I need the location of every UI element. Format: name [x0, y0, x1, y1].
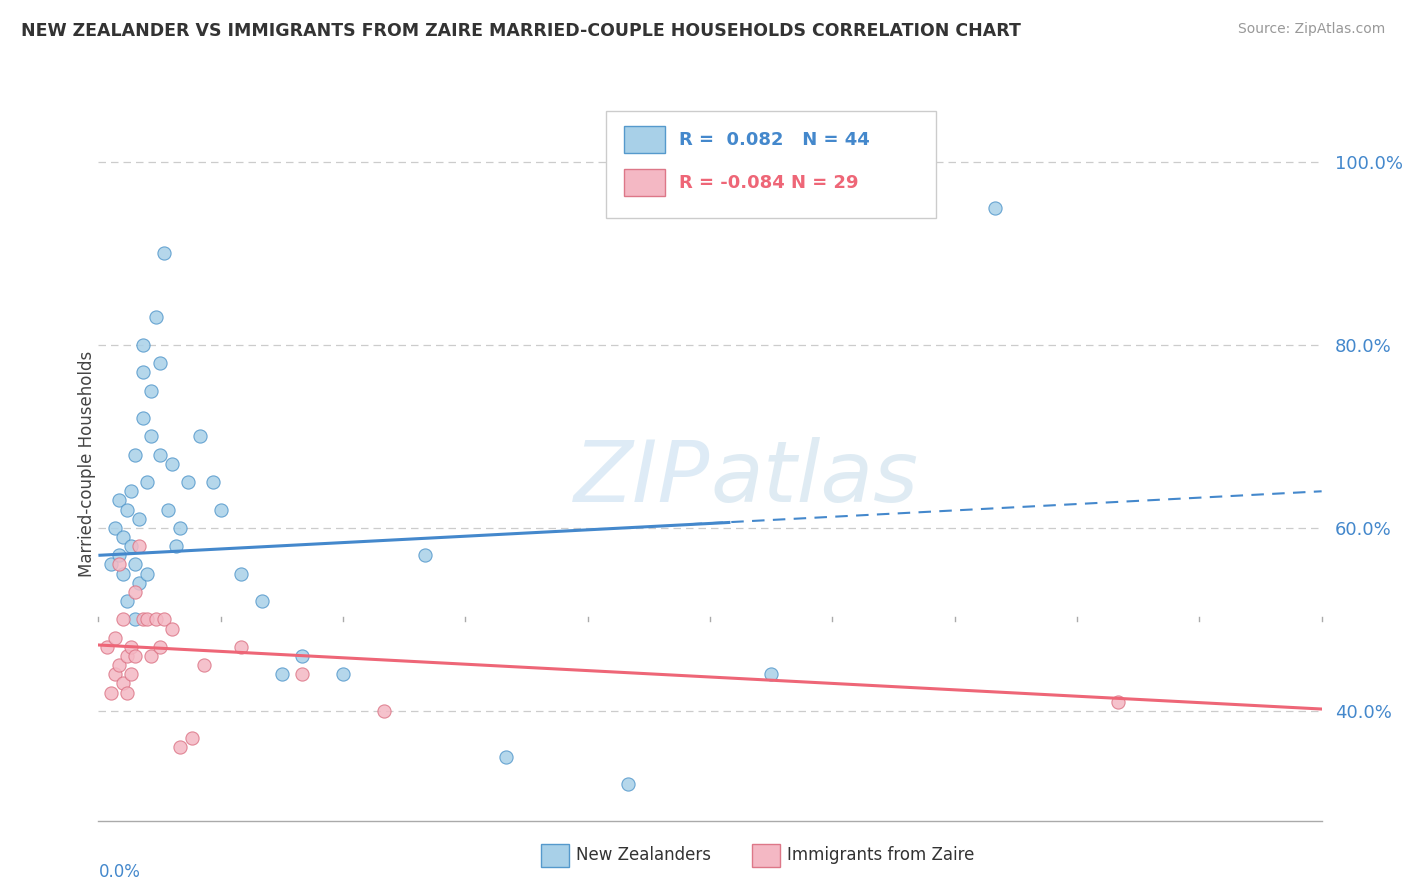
- Point: [145, 310, 167, 325]
- Point: [152, 612, 174, 626]
- Point: [332, 667, 354, 681]
- Point: [291, 648, 314, 663]
- Point: [136, 475, 159, 490]
- Point: [120, 539, 142, 553]
- Point: [413, 549, 436, 563]
- Point: [115, 648, 138, 663]
- Text: NEW ZEALANDER VS IMMIGRANTS FROM ZAIRE MARRIED-COUPLE HOUSEHOLDS CORRELATION CHA: NEW ZEALANDER VS IMMIGRANTS FROM ZAIRE M…: [21, 22, 1021, 40]
- Point: [120, 667, 142, 681]
- Point: [104, 521, 127, 535]
- Point: [128, 575, 150, 590]
- Point: [250, 594, 273, 608]
- Point: [145, 612, 167, 626]
- FancyBboxPatch shape: [624, 169, 665, 196]
- Point: [104, 631, 127, 645]
- Text: Immigrants from Zaire: Immigrants from Zaire: [787, 847, 974, 864]
- Point: [136, 566, 159, 581]
- Point: [111, 566, 134, 581]
- Point: [96, 640, 118, 654]
- Point: [231, 640, 253, 654]
- Point: [149, 448, 172, 462]
- Point: [120, 640, 142, 654]
- Text: R = -0.084 N = 29: R = -0.084 N = 29: [679, 174, 859, 192]
- Point: [132, 612, 155, 626]
- Point: [141, 648, 163, 663]
- Point: [617, 777, 640, 791]
- Point: [141, 429, 163, 443]
- Point: [115, 502, 138, 516]
- Point: [124, 585, 146, 599]
- Point: [209, 502, 232, 516]
- Point: [291, 667, 314, 681]
- Point: [141, 384, 163, 398]
- Point: [104, 667, 127, 681]
- Point: [120, 484, 142, 499]
- Point: [156, 502, 179, 516]
- Point: [111, 612, 134, 626]
- Point: [100, 685, 122, 699]
- Point: [152, 246, 174, 260]
- Point: [108, 558, 131, 572]
- Point: [128, 512, 150, 526]
- Point: [124, 448, 146, 462]
- Point: [1107, 695, 1129, 709]
- Point: [100, 558, 122, 572]
- Point: [111, 530, 134, 544]
- Point: [495, 749, 517, 764]
- Point: [115, 594, 138, 608]
- Point: [373, 704, 395, 718]
- Point: [984, 201, 1007, 215]
- Point: [149, 640, 172, 654]
- Text: Source: ZipAtlas.com: Source: ZipAtlas.com: [1237, 22, 1385, 37]
- Text: New Zealanders: New Zealanders: [576, 847, 711, 864]
- Text: R =  0.082   N = 44: R = 0.082 N = 44: [679, 131, 870, 149]
- Point: [160, 457, 183, 471]
- Point: [128, 539, 150, 553]
- Point: [270, 667, 294, 681]
- FancyBboxPatch shape: [624, 127, 665, 153]
- Text: ZIP: ZIP: [574, 436, 710, 520]
- Point: [181, 731, 204, 746]
- Point: [193, 658, 215, 673]
- Point: [124, 558, 146, 572]
- Point: [136, 612, 159, 626]
- Point: [108, 493, 131, 508]
- Point: [111, 676, 134, 690]
- Point: [132, 365, 155, 379]
- Point: [115, 685, 138, 699]
- Point: [169, 521, 191, 535]
- Point: [124, 648, 146, 663]
- Point: [108, 658, 131, 673]
- Point: [108, 549, 131, 563]
- Point: [188, 429, 212, 443]
- Point: [160, 622, 183, 636]
- Point: [231, 566, 253, 581]
- Point: [201, 475, 224, 490]
- Point: [761, 667, 783, 681]
- Point: [177, 475, 200, 490]
- Point: [124, 612, 146, 626]
- Point: [165, 539, 187, 553]
- Y-axis label: Married-couple Households: Married-couple Households: [79, 351, 96, 577]
- Text: 0.0%: 0.0%: [98, 863, 141, 881]
- Text: atlas: atlas: [710, 436, 918, 520]
- FancyBboxPatch shape: [606, 111, 936, 218]
- Point: [149, 356, 172, 370]
- Point: [132, 338, 155, 352]
- Point: [132, 411, 155, 425]
- Point: [169, 740, 191, 755]
